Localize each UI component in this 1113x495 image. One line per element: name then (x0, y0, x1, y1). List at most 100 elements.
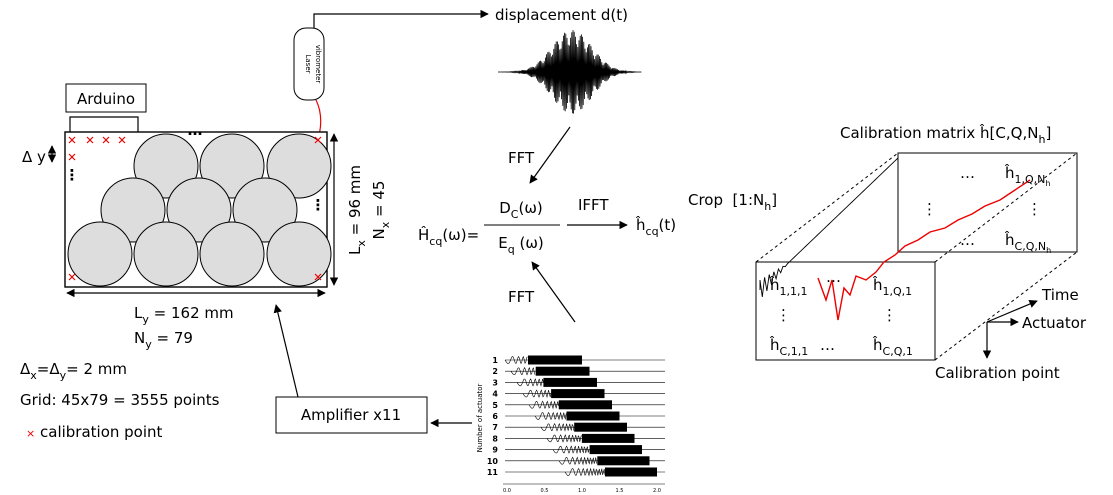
dots: … (820, 336, 835, 354)
text-part: x (379, 221, 392, 228)
text-part: ĥ (872, 335, 883, 354)
displacement-signal (498, 30, 642, 114)
text-part: x (30, 369, 37, 382)
text-part: L (134, 304, 143, 322)
text-part: y (142, 313, 149, 326)
text-part: ĥ (1004, 230, 1015, 249)
row-signal (516, 378, 544, 387)
device-label: vibrometer (314, 45, 322, 84)
text-part: Calibration matrix ĥ[C,Q,N (840, 123, 1038, 142)
numerator: DC(ω) (499, 199, 543, 221)
text-part: ] (771, 191, 777, 209)
text-part: ĥ (872, 275, 883, 294)
row-block (589, 445, 642, 455)
text-part: C,Q,N (1015, 240, 1047, 253)
text-part: = 79 (152, 329, 193, 347)
text-part: = 96 mm (346, 165, 364, 240)
actuator (232, 177, 298, 243)
row-block (551, 389, 605, 399)
entry: ĥC,1,1 (769, 335, 808, 358)
text-part: 1,Q,N (1015, 173, 1046, 186)
row-signal (552, 445, 590, 455)
text-part: =Δ (37, 360, 61, 378)
arrow (313, 9, 489, 28)
row-block (574, 422, 627, 432)
row-label: 6 (492, 412, 498, 421)
cross (118, 136, 126, 144)
text-part: ĥ (769, 335, 780, 354)
row-label: 2 (492, 367, 498, 376)
actuator (199, 133, 265, 199)
cross (102, 136, 110, 144)
vdots: ⋮ (776, 306, 791, 324)
front-face (755, 261, 936, 361)
text-part: cq (429, 235, 442, 248)
text-part: C (511, 208, 519, 221)
text-part: h (1038, 133, 1045, 146)
text-part: Crop [1:N (688, 191, 764, 209)
calibration-points (68, 136, 322, 281)
arrow (529, 126, 571, 184)
ifft-label: IFFT (578, 196, 609, 214)
vdots: ⋮ (311, 196, 326, 214)
row-label: 8 (492, 434, 498, 443)
axis-arrow (986, 300, 1038, 323)
text-part: Δ (20, 360, 31, 378)
text-part: C,Q,1 (883, 345, 913, 358)
ny: Ny = 79 (134, 329, 193, 351)
delta-y: Δ y (22, 148, 46, 166)
controller-label: Arduino (77, 90, 135, 108)
cross (68, 273, 76, 281)
vdots: ⋮ (65, 166, 80, 184)
amplifier-box (275, 396, 428, 434)
row-label: 4 (492, 390, 498, 399)
row-signal (528, 400, 559, 410)
text-part: = 2 mm (66, 360, 127, 378)
actuator (133, 221, 199, 287)
row-signal (540, 423, 575, 432)
axis-actuator: Actuator (1022, 314, 1087, 332)
x-tick-label: 1.5 (616, 488, 624, 494)
actuator (199, 221, 265, 287)
fft-label: FFT (508, 288, 535, 306)
row-signal (504, 355, 528, 365)
vibrometer (293, 27, 325, 101)
dots: … (960, 164, 975, 182)
text-part: x (355, 240, 368, 247)
text-part: ĥ (635, 215, 646, 234)
row-label: 3 (492, 378, 498, 387)
actuator (166, 177, 232, 243)
cross (314, 136, 322, 144)
text-part: h (764, 200, 771, 213)
vdots: ⋮ (882, 306, 897, 324)
text-part: ] (1045, 124, 1051, 142)
back-face (897, 152, 1078, 253)
impulse-trace (759, 157, 899, 298)
legend-label: calibration point (40, 423, 163, 441)
plot-ylabel: Number of actuator (476, 383, 484, 452)
entry: ĥ1,1,1 (769, 275, 808, 298)
cross (68, 153, 76, 161)
text-part: 1,1,1 (780, 285, 808, 298)
row-label: 10 (487, 457, 499, 466)
text-part: (t) (659, 216, 677, 234)
row-block (581, 433, 635, 443)
x-tick-label: 1.0 (578, 488, 586, 494)
row-label: 9 (492, 446, 498, 455)
wire (69, 116, 139, 132)
lx: Lx = 96 mm (346, 165, 368, 255)
controller-box (65, 83, 147, 113)
text-part: N (370, 228, 388, 239)
axis-time: Time (1041, 286, 1079, 304)
row-signal (534, 411, 567, 421)
text-part: ĥ (1004, 163, 1015, 182)
cross (68, 136, 76, 144)
cross (314, 273, 322, 281)
row-block (528, 355, 582, 365)
row-signal (546, 434, 582, 443)
row-block (597, 456, 650, 466)
text-part: h (1045, 179, 1050, 188)
actuator (133, 133, 199, 199)
transfer: Ĥcq(ω)= (418, 225, 479, 248)
